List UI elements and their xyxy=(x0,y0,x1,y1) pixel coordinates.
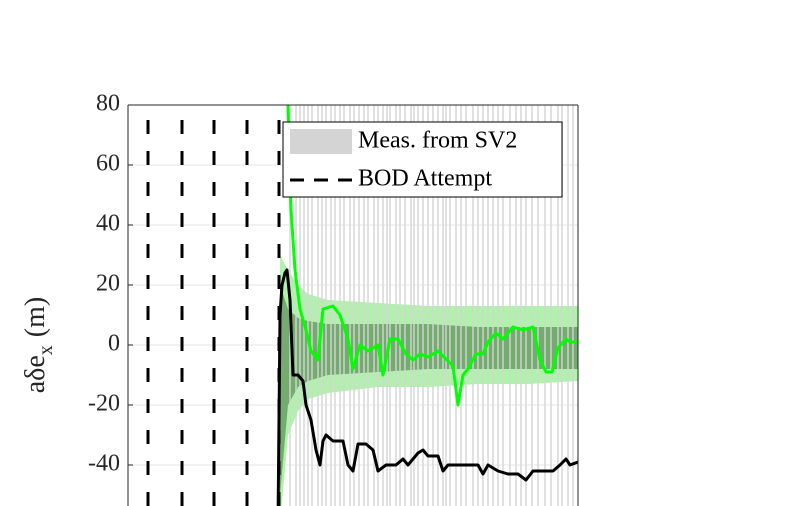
legend-label: Meas. from SV2 xyxy=(358,128,517,154)
series-line xyxy=(286,105,578,407)
axes: -40 -20 0 20 40 60 80 xyxy=(88,91,579,506)
y-tick-label: -40 xyxy=(88,451,120,477)
y-label-sub: x xyxy=(35,345,57,355)
legend-swatch xyxy=(290,129,352,154)
y-label-main: aδe xyxy=(20,355,51,393)
legend-label: BOD Attempt xyxy=(358,166,492,192)
y-tick-label: 60 xyxy=(96,151,120,177)
series-line xyxy=(276,268,578,506)
y-label-unit: (m) xyxy=(20,297,51,337)
y-tick-label: 20 xyxy=(96,271,120,297)
y-axis-label: aδex (m) xyxy=(20,297,57,394)
y-tick-label: 0 xyxy=(108,331,120,357)
y-tick-label: 80 xyxy=(96,91,120,117)
legend: Meas. from SV2 BOD Attempt xyxy=(282,121,563,198)
y-tick-label: -20 xyxy=(88,391,120,417)
y-tick-label: 40 xyxy=(96,211,120,237)
